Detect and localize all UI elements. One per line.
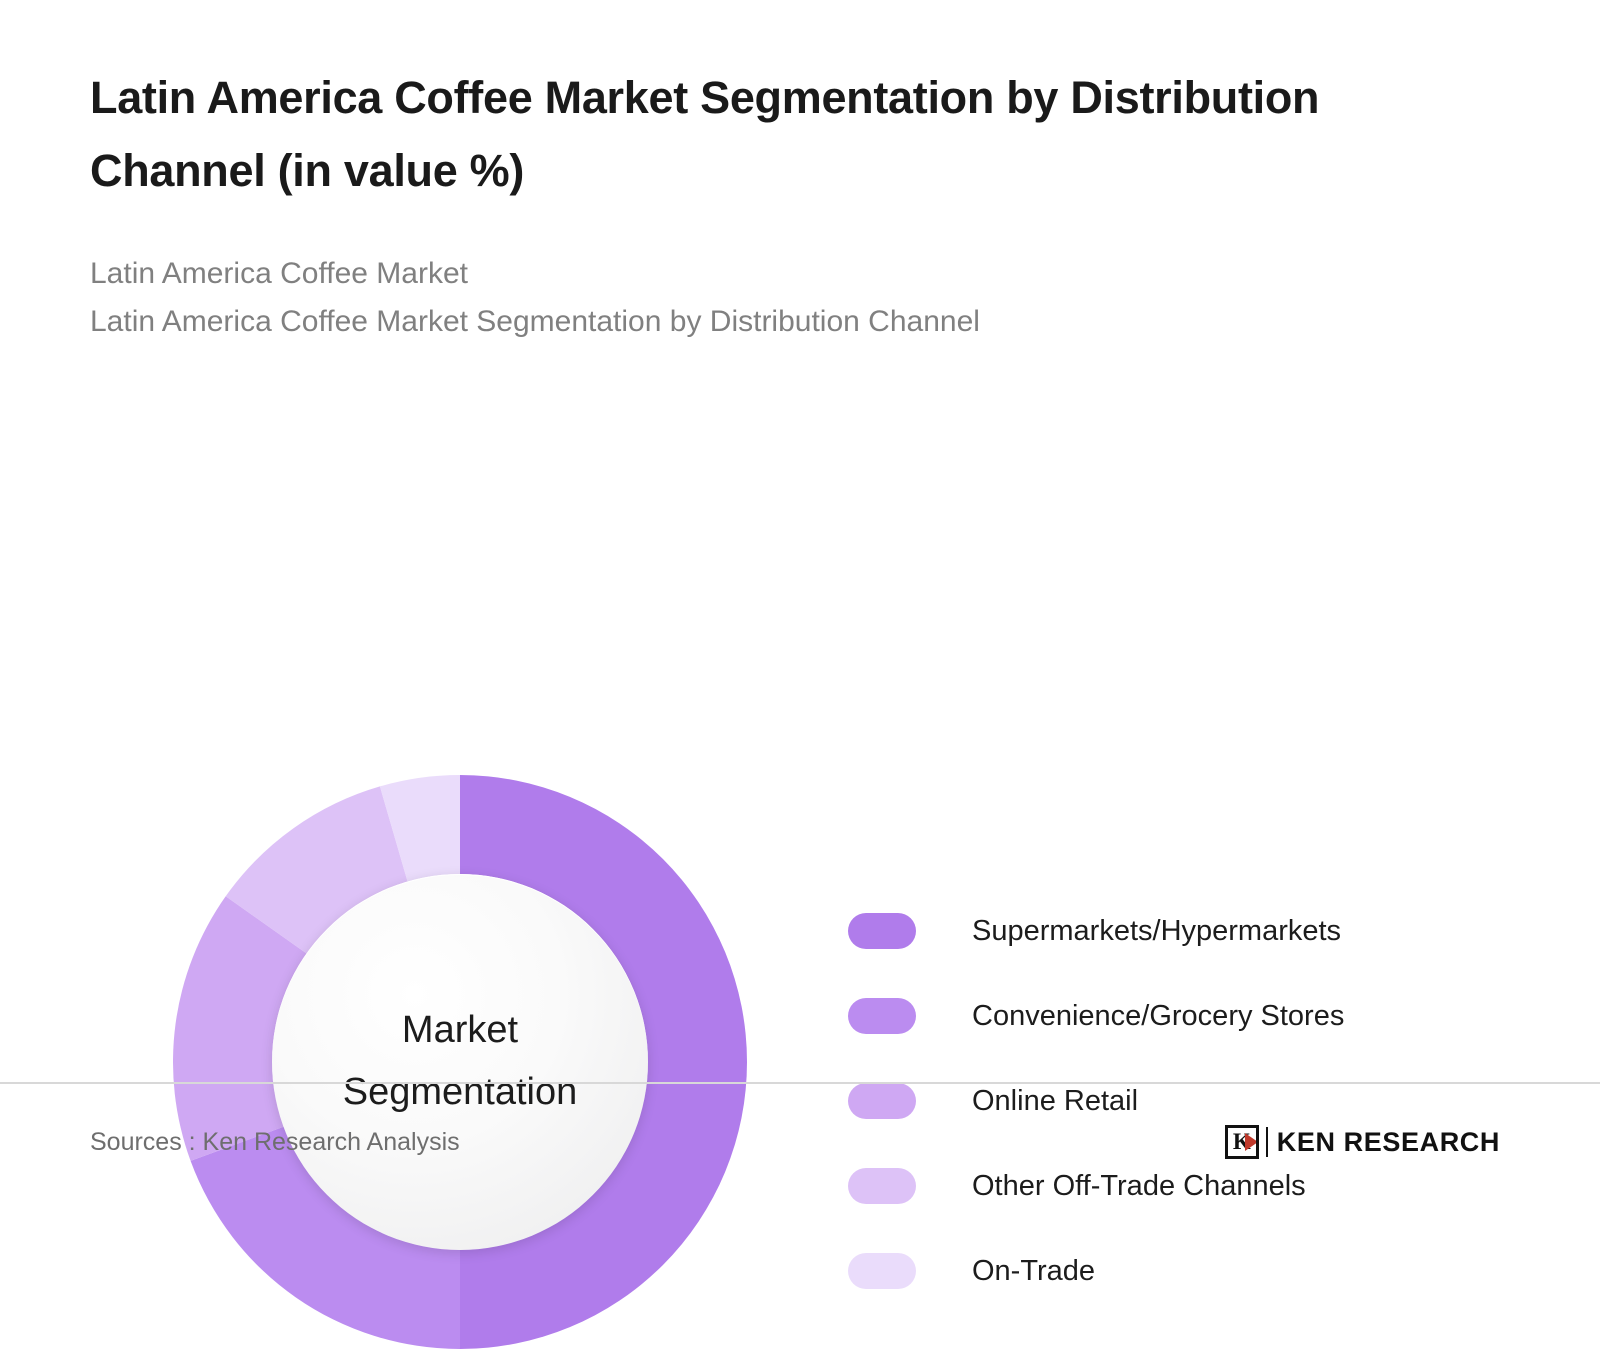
brand-name: KEN RESEARCH: [1276, 1126, 1500, 1157]
source-note: Sources : Ken Research Analysis: [90, 1127, 460, 1156]
legend-swatch: [848, 998, 916, 1035]
legend-item[interactable]: Convenience/Grocery Stores: [848, 974, 1488, 1059]
center-label-line-1: Market: [401, 1009, 519, 1052]
legend-item-label: Other Off-Trade Channels: [972, 1169, 1306, 1202]
legend-item-label: Online Retail: [972, 1084, 1139, 1117]
legend-item-label: Convenience/Grocery Stores: [972, 999, 1345, 1032]
legend-swatch: [848, 1168, 916, 1205]
legend-item[interactable]: Online Retail: [848, 1059, 1488, 1144]
breadcrumb: Latin America Coffee Market Latin Americ…: [90, 250, 1500, 347]
subtitle-line-1: Latin America Coffee Market: [90, 256, 468, 290]
chart-header: Latin America Coffee Market Segmentation…: [0, 0, 1600, 347]
legend-item-label: Supermarkets/Hypermarkets: [972, 914, 1342, 947]
legend-swatch: [848, 1253, 916, 1290]
chart-footer: Sources : Ken Research Analysis K KEN RE…: [0, 1082, 1600, 1200]
legend-item[interactable]: Supermarkets/Hypermarkets: [848, 889, 1488, 974]
legend-item[interactable]: On-Trade: [848, 1229, 1488, 1314]
donut-center-hub: Market Segmentation: [272, 873, 648, 1250]
legend-item[interactable]: Other Off-Trade Channels: [848, 1144, 1488, 1229]
page-title: Latin America Coffee Market Segmentation…: [90, 72, 1320, 196]
ken-research-k-icon: K: [1224, 1125, 1259, 1159]
legend-item-label: On-Trade: [972, 1254, 1096, 1287]
brand-divider: [1265, 1127, 1268, 1157]
subtitle-line-2: Latin America Coffee Market Segmentation…: [90, 305, 980, 339]
brand-logo: K KEN RESEARCH: [1224, 1125, 1500, 1159]
chart-body: Market Segmentation Supermarkets/Hyperma…: [0, 347, 1600, 1349]
chart-page: Latin America Coffee Market Segmentation…: [0, 0, 1600, 1200]
legend-swatch: [848, 1083, 916, 1120]
center-label-line-2: Segmentation: [342, 1070, 578, 1113]
legend-swatch: [848, 913, 916, 950]
donut-chart: Market Segmentation: [173, 774, 747, 1349]
